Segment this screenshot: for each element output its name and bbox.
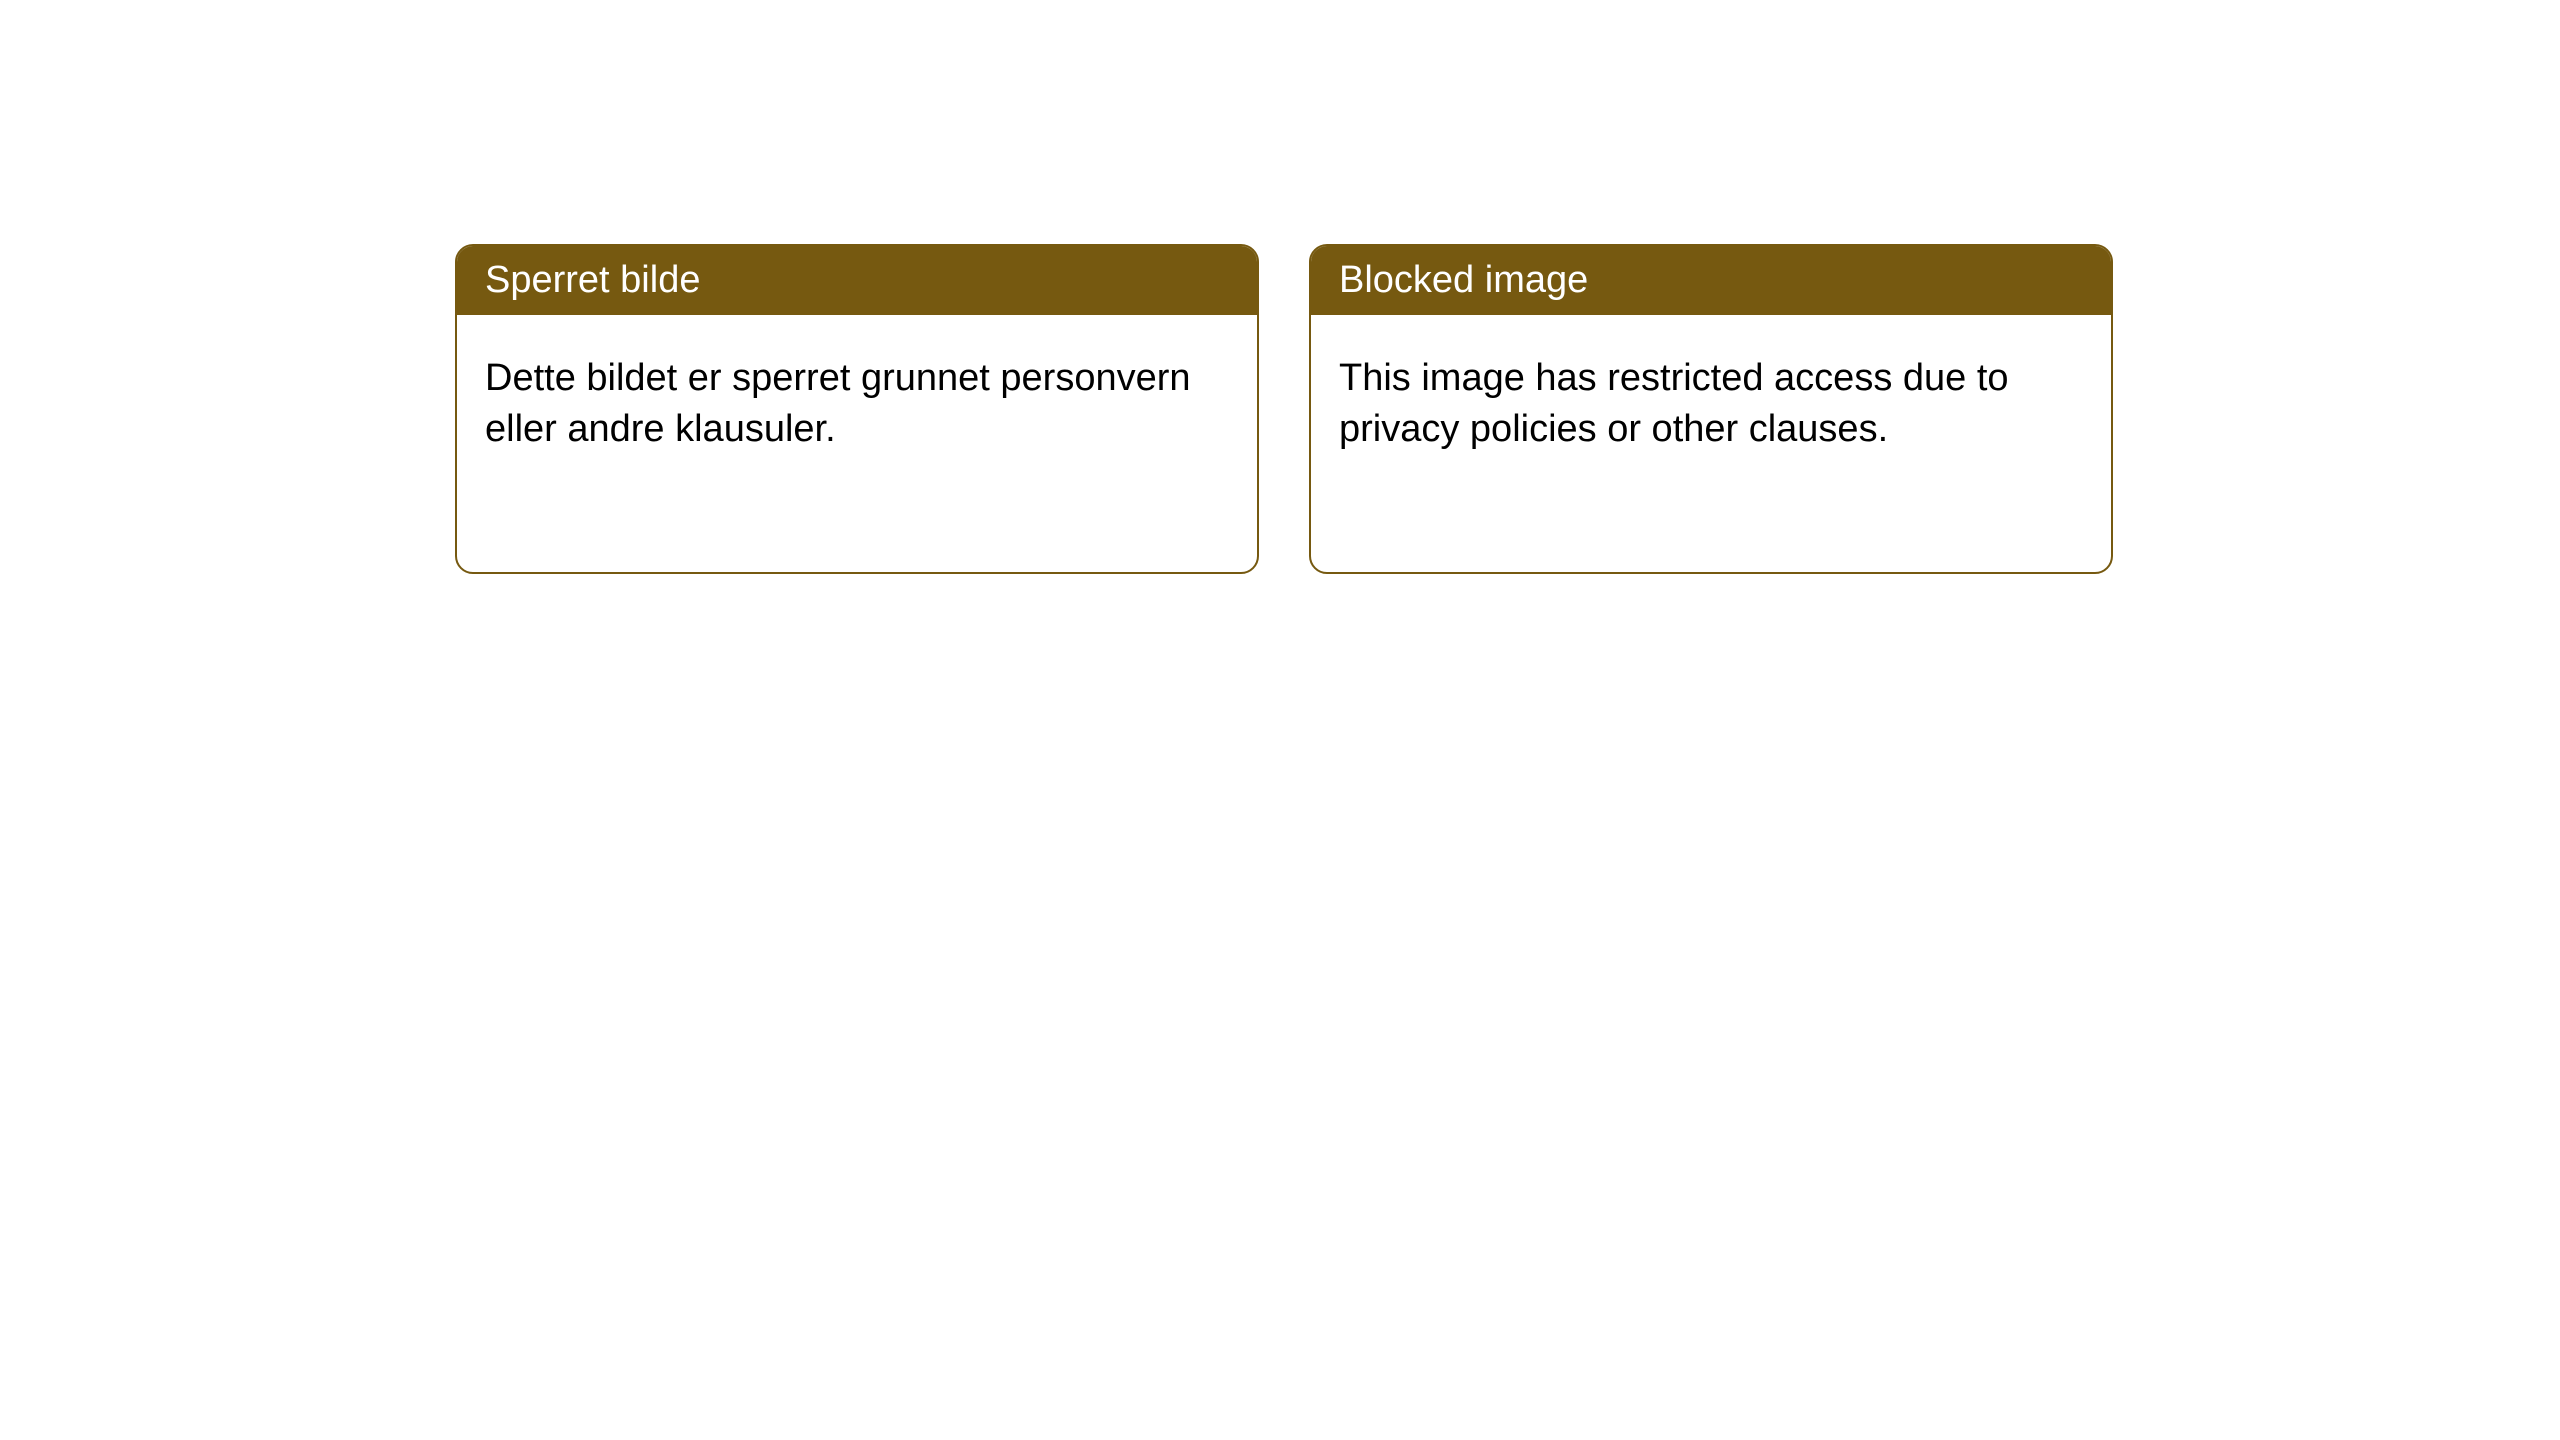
card-header-english: Blocked image — [1311, 246, 2111, 315]
notice-card-english: Blocked image This image has restricted … — [1309, 244, 2113, 574]
card-body-english: This image has restricted access due to … — [1311, 315, 2111, 494]
notice-card-norwegian: Sperret bilde Dette bildet er sperret gr… — [455, 244, 1259, 574]
notice-container: Sperret bilde Dette bildet er sperret gr… — [0, 0, 2560, 574]
card-body-norwegian: Dette bildet er sperret grunnet personve… — [457, 315, 1257, 494]
card-header-norwegian: Sperret bilde — [457, 246, 1257, 315]
